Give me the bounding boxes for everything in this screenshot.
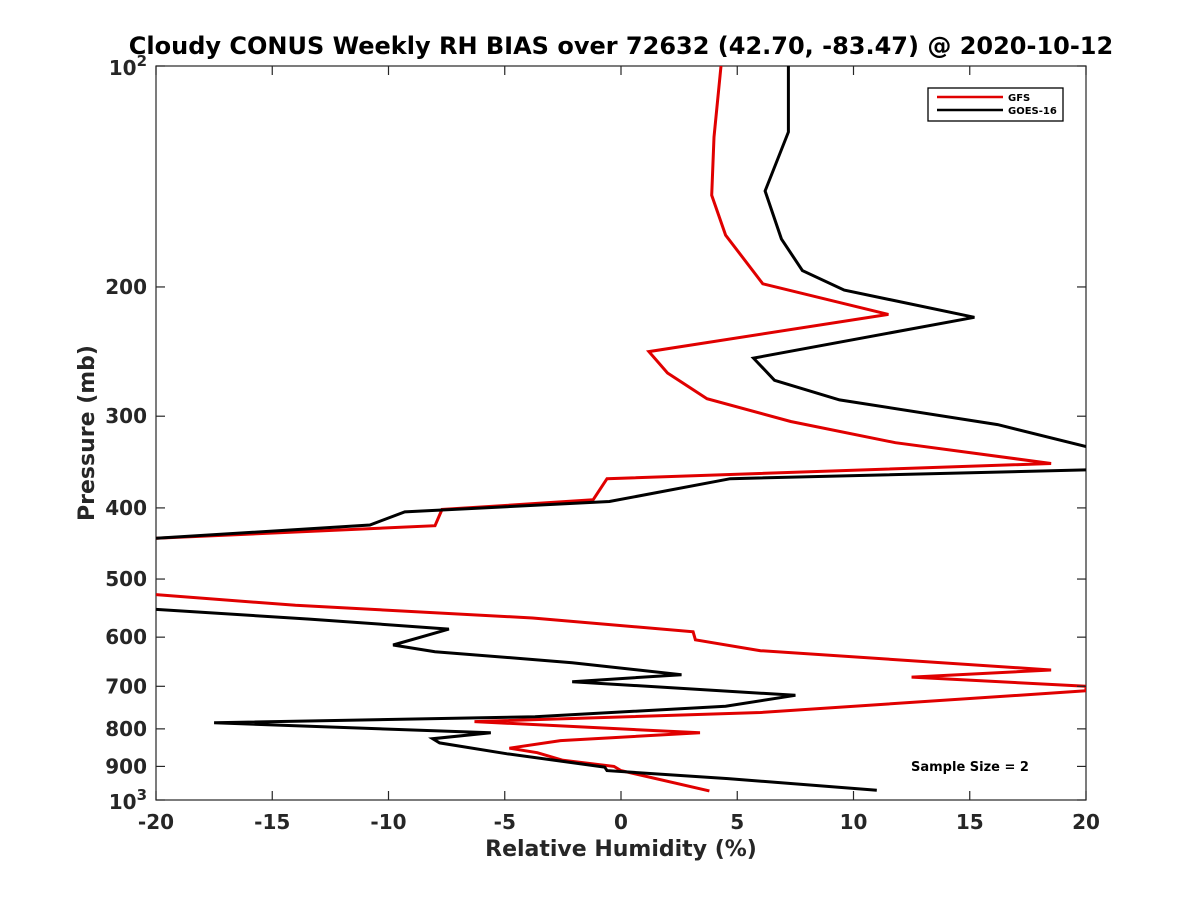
y-tick-label-base: 10 (109, 56, 137, 80)
y-tick-label-base: 10 (109, 790, 137, 814)
series-line-goes16 (156, 66, 1086, 792)
y-tick-label: 800 (105, 717, 147, 741)
y-tick-label: 600 (105, 625, 147, 649)
x-tick-label: 20 (1072, 810, 1100, 834)
y-tick-label-exponent: 3 (137, 786, 147, 804)
x-tick-label: 0 (614, 810, 628, 834)
x-tick-label: 5 (730, 810, 744, 834)
sample-size-annotation: Sample Size = 2 (911, 760, 1029, 775)
y-tick-label: 500 (105, 567, 147, 591)
x-axis-label: Relative Humidity (%) (485, 837, 757, 862)
plot-area (155, 65, 1087, 801)
y-axis-label: Pressure (mb) (75, 345, 100, 521)
legend: GFS GOES-16 (927, 87, 1064, 122)
y-tick-label: 300 (105, 404, 147, 428)
x-tick-label: -5 (494, 810, 516, 834)
legend-label-goes16: GOES-16 (1008, 106, 1057, 117)
x-tick-label: -20 (138, 810, 174, 834)
y-tick-label: 200 (105, 275, 147, 299)
y-tick-label: 900 (105, 754, 147, 778)
y-tick-label: 700 (105, 674, 147, 698)
x-tick-label: 10 (840, 810, 868, 834)
x-tick-label: -10 (370, 810, 406, 834)
series-layer (156, 66, 1086, 793)
legend-box (927, 87, 1064, 122)
x-tick-label: -15 (254, 810, 290, 834)
chart-title: Cloudy CONUS Weekly RH BIAS over 72632 (… (129, 32, 1113, 60)
series-line-gfs (156, 66, 1086, 793)
legend-label-gfs: GFS (1008, 93, 1030, 104)
y-tick-label: 400 (105, 496, 147, 520)
x-tick-label: 15 (956, 810, 984, 834)
y-tick-label: 102 (109, 52, 147, 80)
x-axis: -20 -15 -10 -5 0 5 10 15 20 (138, 66, 1100, 834)
y-tick-label: 103 (109, 786, 147, 814)
y-tick-label-exponent: 2 (137, 52, 147, 70)
